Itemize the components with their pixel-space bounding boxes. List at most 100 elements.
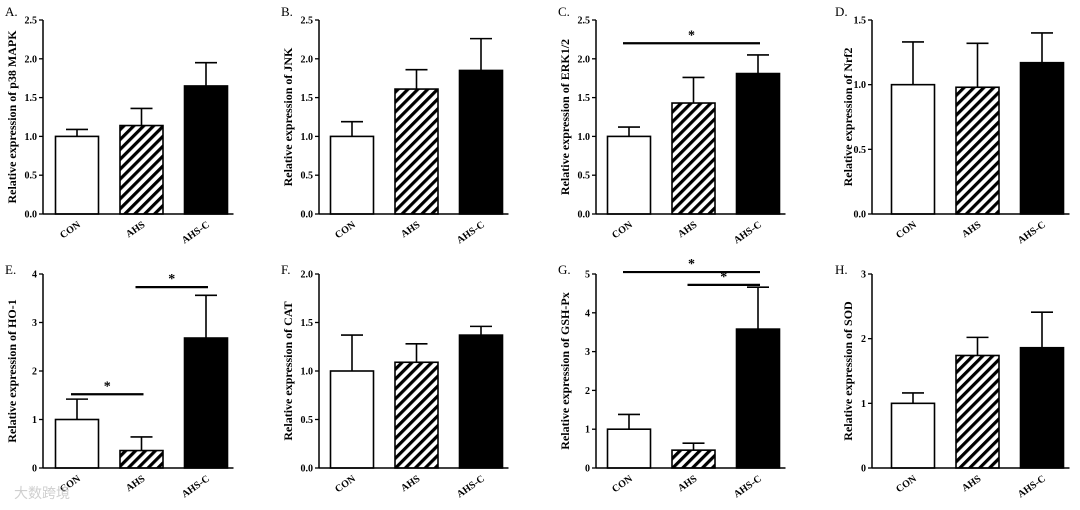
chart-panel-1: A. Relative expression of p38 MAPK 0.0 0.5 1… (5, 4, 234, 246)
significance-star: * (104, 379, 111, 394)
bar-con (54, 135, 100, 215)
bar-con (606, 135, 652, 215)
y-tick-label: 1 (32, 415, 37, 426)
category-label: AHS (960, 219, 984, 240)
category-label: CON (610, 219, 635, 241)
y-tick-label: 2.0 (578, 54, 591, 65)
category-label: AHS-C (1016, 473, 1048, 500)
bar-con (329, 370, 375, 469)
y-tick-label: 1.5 (578, 93, 591, 104)
panel-letter: C. (558, 4, 570, 19)
y-tick-label: 2 (585, 386, 590, 397)
y-axis-label: Relative expression of ERK1/2 (558, 39, 572, 195)
bar-ahs-c (183, 85, 229, 215)
y-tick-label: 2.5 (25, 16, 38, 27)
category-label: AHS (124, 219, 148, 240)
y-tick-label: 2.5 (578, 16, 591, 27)
y-tick-label: 1.5 (25, 93, 38, 104)
panel-letter: H. (835, 262, 848, 277)
y-tick-label: 0 (861, 464, 866, 475)
y-tick-label: 4 (32, 270, 37, 281)
category-label: AHS (676, 473, 700, 494)
y-tick-label: 1.0 (854, 80, 867, 91)
category-label: AHS-C (180, 473, 212, 500)
category-label: CON (610, 473, 635, 495)
panel-letter: A. (5, 4, 18, 19)
category-label: AHS (124, 473, 148, 494)
panel-letter: D. (835, 4, 848, 19)
y-tick-label: 0.5 (301, 415, 314, 426)
bar-ahs (119, 449, 164, 469)
chart-panel-2: B. Relative expression of JNK 0.0 0.5 1.0 1.5… (281, 4, 509, 246)
y-tick-label: 0.5 (301, 171, 314, 182)
y-tick-label: 1.0 (25, 132, 38, 143)
panels: A. Relative expression of p38 MAPK 0.0 0.5 1… (5, 4, 1070, 500)
y-tick-label: 2.0 (25, 54, 38, 65)
y-axis-label: Relative expression of p38 MAPK (5, 30, 19, 204)
bar-ahs-c (458, 334, 504, 469)
y-tick-label: 0.0 (25, 210, 38, 221)
y-tick-label: 1 (585, 425, 590, 436)
bar-ahs (671, 102, 716, 215)
y-tick-label: 0.5 (25, 171, 38, 182)
y-tick-label: 2 (32, 367, 37, 378)
category-label: AHS-C (180, 219, 212, 246)
bar-ahs (394, 361, 439, 469)
y-tick-label: 0.0 (301, 464, 314, 475)
y-tick-label: 1 (861, 399, 866, 410)
y-tick-label: 0.0 (578, 210, 591, 221)
significance-star: * (168, 272, 175, 287)
y-tick-label: 0.5 (578, 171, 591, 182)
watermark: 大数跨境 (14, 486, 70, 502)
y-axis-label: Relative expression of CAT (281, 301, 295, 440)
bar-con (606, 428, 652, 469)
panel-letter: E. (5, 262, 16, 277)
y-tick-label: 1.0 (301, 132, 314, 143)
category-label: CON (894, 219, 919, 241)
y-tick-label: 3 (585, 347, 590, 358)
chart-panel-6: F. Relative expression of CAT 0.0 0.5 1.0 1.5… (281, 262, 509, 500)
chart-panel-4: D. Relative expression of Nrf2 0.0 0.5 1.0 1.… (835, 4, 1070, 246)
y-tick-label: 1.5 (301, 93, 314, 104)
y-axis-label: Relative expression of SOD (841, 301, 855, 441)
y-tick-label: 3 (861, 270, 866, 281)
y-tick-label: 1.5 (301, 318, 314, 329)
category-label: CON (894, 473, 919, 495)
category-label: CON (333, 219, 358, 241)
bar-ahs (394, 88, 439, 215)
category-label: AHS-C (455, 473, 487, 500)
panel-letter: G. (558, 262, 571, 277)
y-tick-label: 1.0 (301, 367, 314, 378)
y-tick-label: 2 (861, 334, 866, 345)
y-tick-label: 0.0 (854, 210, 867, 221)
y-tick-label: 3 (32, 318, 37, 329)
bar-ahs-c (1019, 61, 1065, 215)
y-tick-label: 5 (585, 270, 590, 281)
category-label: AHS (399, 473, 423, 494)
chart-panel-8: H. Relative expression of SOD 0 1 2 3 CON AHS AH… (835, 262, 1070, 500)
category-label: CON (58, 219, 83, 241)
y-axis-label: Relative expression of JNK (281, 47, 295, 186)
y-tick-label: 2.0 (301, 54, 314, 65)
category-label: AHS (960, 473, 984, 494)
panel-letter: B. (281, 4, 293, 19)
category-label: AHS-C (455, 219, 487, 246)
bar-con (890, 402, 936, 469)
category-label: AHS (676, 219, 700, 240)
bar-ahs-c (458, 69, 504, 215)
y-tick-label: 1.0 (578, 132, 591, 143)
y-tick-label: 0 (585, 464, 590, 475)
y-tick-label: 4 (585, 308, 590, 319)
panel-letter: F. (281, 262, 290, 277)
bar-ahs-c (735, 72, 781, 215)
category-label: AHS-C (732, 219, 764, 246)
y-axis-label: Relative expression of Nrf2 (841, 48, 855, 187)
y-tick-label: 1.5 (854, 16, 867, 27)
bar-ahs (671, 449, 716, 469)
y-tick-label: 0.5 (854, 145, 867, 156)
bar-con (329, 135, 375, 215)
y-axis-label: Relative expression of GSH-Px (558, 292, 572, 449)
y-axis-label: Relative expression of HO-1 (5, 299, 19, 442)
